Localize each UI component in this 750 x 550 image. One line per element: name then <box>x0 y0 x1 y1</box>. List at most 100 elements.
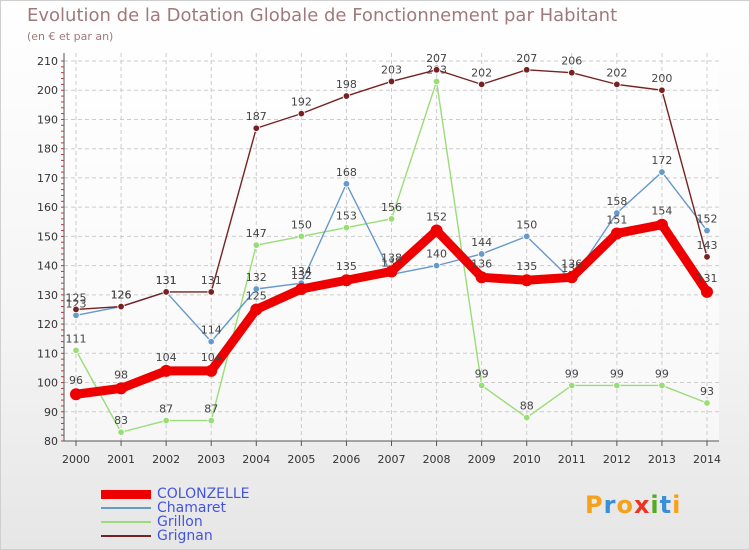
data-point-chamaret <box>207 337 215 346</box>
data-label-grillon: 111 <box>66 332 87 345</box>
data-label-chamaret: 168 <box>336 166 357 179</box>
legend-label: Grignan <box>157 528 213 544</box>
data-point-grignan <box>432 66 441 74</box>
data-label-grignan: 202 <box>471 66 492 79</box>
y-tick-label: 140 <box>37 260 58 273</box>
data-point-chamaret <box>432 261 441 270</box>
y-tick-label: 120 <box>37 318 58 331</box>
data-point-colonzelle <box>295 283 308 295</box>
data-point-grillon <box>72 346 80 355</box>
y-tick-label: 100 <box>37 377 58 390</box>
data-label-chamaret: 134 <box>291 265 312 278</box>
data-point-chamaret <box>523 232 531 241</box>
data-point-grignan <box>477 80 486 89</box>
data-label-grillon: 99 <box>565 367 579 380</box>
data-point-grignan <box>72 305 80 314</box>
data-label-grignan: 207 <box>426 52 447 65</box>
data-point-grillon <box>342 223 351 232</box>
x-tick-label: 2010 <box>513 453 541 466</box>
data-point-colonzelle <box>385 265 398 278</box>
data-label-grillon: 87 <box>204 403 218 416</box>
data-label-grignan: 198 <box>336 78 357 91</box>
data-point-grignan <box>658 86 666 94</box>
data-point-grillon <box>297 232 306 241</box>
data-point-grignan <box>117 302 125 311</box>
data-label-colonzelle: 136 <box>471 257 492 270</box>
data-point-grignan <box>387 77 396 86</box>
x-tick-label: 2013 <box>648 453 676 466</box>
data-label-grillon: 99 <box>475 367 489 380</box>
data-label-chamaret: 152 <box>697 213 718 226</box>
data-point-colonzelle <box>655 218 668 231</box>
legend-item-grignan: Grignan <box>101 529 249 543</box>
data-label-chamaret: 140 <box>426 248 447 261</box>
logo-letter: x <box>633 491 651 519</box>
data-label-grillon: 88 <box>520 400 534 413</box>
data-label-colonzelle: 104 <box>156 351 177 364</box>
data-label-grillon: 153 <box>336 210 357 223</box>
legend-label: Chamaret <box>157 500 226 516</box>
data-label-chamaret: 132 <box>246 271 267 284</box>
data-label-colonzelle: 131 <box>697 272 718 285</box>
legend-swatch <box>101 507 151 509</box>
data-label-grignan: 126 <box>111 289 132 302</box>
data-point-colonzelle <box>520 274 533 287</box>
data-label-grignan: 207 <box>516 52 537 65</box>
logo-letter: r <box>603 491 617 519</box>
data-label-colonzelle: 132 <box>291 269 312 282</box>
x-tick-label: 2008 <box>423 453 451 466</box>
data-point-grignan <box>297 109 306 118</box>
data-label-chamaret: 172 <box>651 154 672 167</box>
logo-letter: i <box>672 491 682 519</box>
x-tick-label: 2004 <box>242 453 270 466</box>
data-label-grillon: 156 <box>381 201 402 214</box>
data-point-grignan <box>568 68 576 77</box>
data-point-grignan <box>342 92 351 100</box>
y-tick-label: 110 <box>37 347 58 360</box>
x-tick-label: 2007 <box>378 453 406 466</box>
data-point-colonzelle <box>430 224 443 237</box>
data-label-colonzelle: 96 <box>69 374 83 387</box>
y-tick-label: 150 <box>37 230 58 243</box>
data-point-grignan <box>162 288 170 296</box>
data-point-colonzelle <box>250 303 263 316</box>
data-label-grignan: 125 <box>66 291 87 304</box>
x-tick-label: 2002 <box>152 453 180 466</box>
x-tick-label: 2005 <box>287 453 315 466</box>
data-point-grillon <box>117 428 125 436</box>
chart-title: Evolution de la Dotation Globale de Fonc… <box>27 5 618 26</box>
logo-letter: o <box>616 491 634 519</box>
data-label-grignan: 192 <box>291 96 312 109</box>
data-label-grignan: 202 <box>606 66 627 79</box>
data-label-grignan: 203 <box>381 63 402 76</box>
data-label-grillon: 99 <box>610 367 624 380</box>
data-point-chamaret <box>703 226 711 235</box>
data-point-grillon <box>658 381 666 390</box>
data-point-grillon <box>432 77 441 86</box>
x-tick-label: 2014 <box>693 453 721 466</box>
logo-letter: i <box>650 491 660 519</box>
data-point-colonzelle <box>115 382 128 395</box>
x-tick-label: 2000 <box>62 453 90 466</box>
data-point-grignan <box>252 124 260 132</box>
data-point-grignan <box>207 288 215 296</box>
data-label-colonzelle: 154 <box>651 205 672 218</box>
data-point-colonzelle <box>475 271 488 284</box>
data-label-grillon: 150 <box>291 218 312 231</box>
data-label-colonzelle: 152 <box>426 211 447 224</box>
data-label-grillon: 87 <box>159 403 173 416</box>
legend-label: COLONZELLE <box>157 486 250 502</box>
data-point-grillon <box>568 381 576 390</box>
x-tick-label: 2003 <box>197 453 225 466</box>
data-label-grillon: 83 <box>114 414 128 427</box>
data-label-grignan: 187 <box>246 110 267 123</box>
legend-item-chamaret: Chamaret <box>101 501 249 515</box>
data-point-chamaret <box>477 250 486 258</box>
data-label-chamaret: 144 <box>471 236 492 249</box>
data-label-colonzelle: 138 <box>381 251 402 264</box>
data-point-grignan <box>523 66 531 74</box>
data-point-grillon <box>387 215 396 223</box>
x-tick-label: 2012 <box>603 453 631 466</box>
legend-item-colonzelle: COLONZELLE <box>101 487 249 501</box>
data-point-colonzelle <box>701 285 713 298</box>
